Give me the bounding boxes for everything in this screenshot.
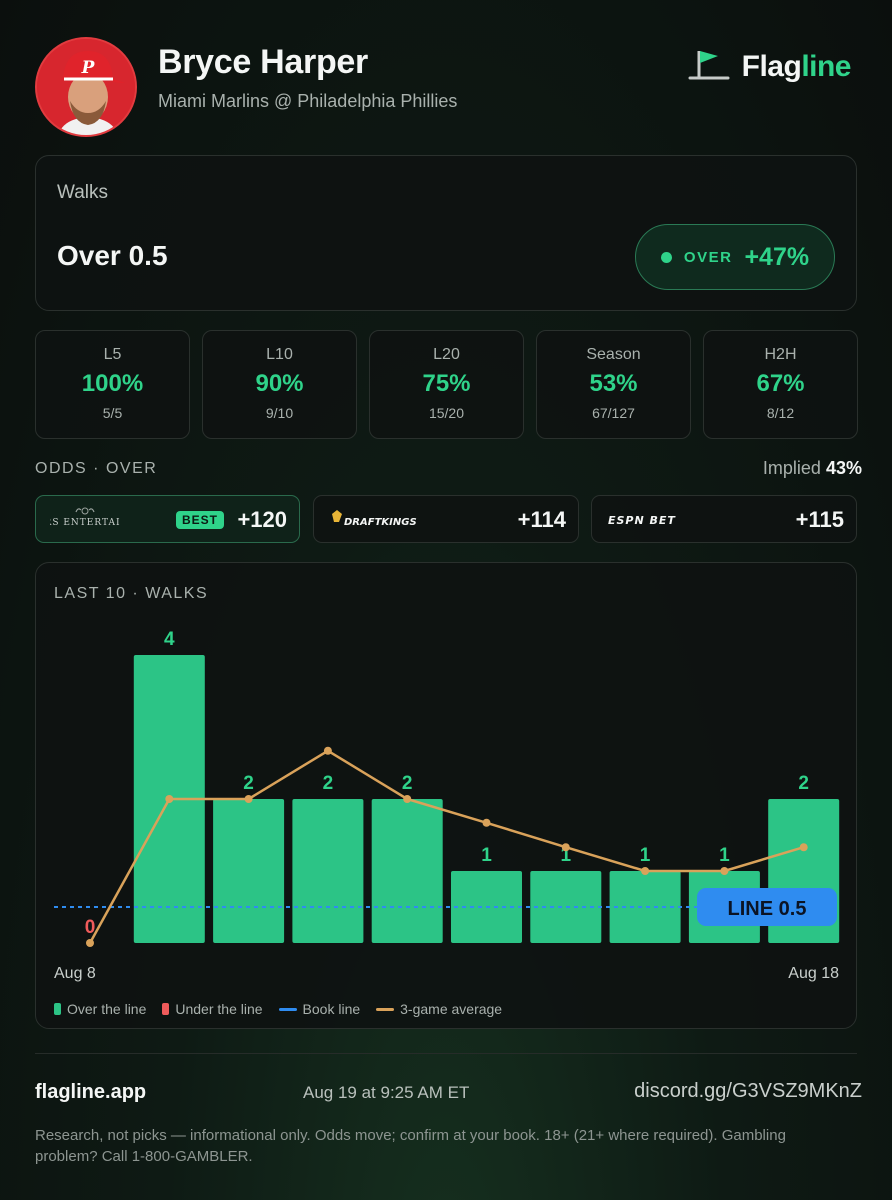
player-name: Bryce Harper	[158, 43, 368, 81]
avg-point-6	[561, 843, 570, 852]
bar-value-label-5: 1	[481, 845, 492, 866]
legend-under: Under the line	[162, 1001, 263, 1017]
implied-probability: Implied 43%	[762, 458, 862, 478]
bar-value-label-0: 0	[85, 917, 96, 938]
avg-line	[88, 749, 805, 944]
walks-chart: 0 4 2 2 2 1 1 1 1 2 LINE 0.5 Aug 8 Aug 18	[54, 629, 840, 982]
book-price: +115	[795, 507, 844, 532]
chart-card: LAST 10 · WALKS 0 4 2 2 2 1 1 1 1 2 LINE 0.5 Aug 8 A…	[35, 562, 857, 1029]
stat-label: L5	[103, 346, 122, 363]
bar-7	[609, 871, 681, 943]
avg-point-0	[86, 939, 94, 947]
prop-card: Walks Over 0.5 OVER +47%	[35, 155, 857, 311]
bar-value-label-8: 1	[719, 845, 730, 866]
bar-value-label-7: 1	[640, 845, 651, 866]
stat-tile-l10: L10 90% 9/10	[202, 330, 357, 439]
avg-point-9	[799, 843, 808, 852]
line-badge-label: LINE 0.5	[728, 898, 807, 920]
avg-point-8	[720, 867, 729, 875]
svg-text:P: P	[81, 58, 96, 78]
brand-logo[interactable]: Flagline	[688, 45, 851, 88]
stat-pct: 100%	[81, 370, 144, 397]
best-badge: BEST	[175, 511, 224, 529]
book-caesars[interactable]: CAESARS ENTERTAINMENT BEST +120	[35, 495, 300, 543]
line-badge	[697, 888, 837, 926]
x-label-start: Aug 8	[54, 965, 96, 982]
book-espnbet[interactable]: ESPN BET +115	[591, 495, 857, 543]
odds-title: ODDS · OVER	[35, 460, 158, 477]
edge-label: OVER	[683, 248, 733, 266]
legend-over: Over the line	[54, 1001, 146, 1017]
avg-point-5	[482, 818, 491, 827]
footer-discord-link[interactable]: discord.gg/G3VSZ9MKnZ	[634, 1080, 862, 1102]
avg-point-2	[244, 795, 253, 803]
bar-value-label-2: 2	[243, 773, 254, 794]
book-price: +114	[517, 507, 566, 532]
stat-tile-l20: L20 75% 15/20	[369, 330, 524, 439]
avg-point-7	[641, 867, 650, 875]
footer-divider	[35, 1053, 857, 1054]
header: P Bryce Harper Miami Marlins @ Philadelp…	[35, 37, 857, 137]
stat-tile-h2h: H2H 67% 8/12	[703, 330, 858, 439]
book-draftkings[interactable]: DRAFTKINGS +114	[313, 495, 579, 543]
legend-over-swatch	[54, 1003, 61, 1015]
matchup-label: Miami Marlins @ Philadelphia Phillies	[158, 91, 458, 111]
draftkings-logo: DRAFTKINGS	[328, 504, 428, 536]
draftkings-wordmark: DRAFTKINGS	[344, 517, 417, 528]
stat-frac: 67/127	[592, 405, 635, 421]
avg-point-1	[165, 795, 174, 803]
espnbet-logo: ESPN BET	[606, 504, 706, 536]
edge-badge: OVER +47%	[635, 224, 835, 290]
bar-2	[213, 799, 285, 943]
bar-value-label-4: 2	[402, 773, 413, 794]
avg-point-3	[323, 746, 332, 755]
stat-frac: 8/12	[766, 405, 795, 421]
avg-point-4	[403, 795, 412, 803]
stat-label: Season	[586, 346, 641, 363]
stat-tile-l5: L5 100% 5/5	[35, 330, 190, 439]
stat-frac: 9/10	[265, 405, 294, 421]
footer-site-link[interactable]: flagline.app	[35, 1081, 147, 1103]
espnbet-wordmark: ESPN BET	[608, 514, 676, 527]
legend-avg: 3-game average	[376, 1001, 502, 1017]
player-avatar: P	[35, 37, 137, 137]
caesars-logo: CAESARS ENTERTAINMENT	[50, 504, 120, 536]
legend-avg-swatch	[376, 1007, 395, 1011]
bar-value-label-6: 1	[561, 845, 572, 866]
stat-frac: 15/20	[428, 405, 465, 421]
bar-value-label-9: 2	[798, 773, 809, 794]
footer-timestamp: Aug 19 at 9:25 AM ET	[303, 1083, 470, 1102]
bar-6	[530, 871, 602, 943]
chart-legend: Over the line Under the line Book line 3…	[54, 1001, 502, 1017]
disclaimer: Research, not picks — informational only…	[35, 1127, 786, 1165]
brand-name: Flagline	[741, 49, 852, 83]
stat-label: L20	[433, 346, 460, 363]
legend-book-line: Book line	[278, 1001, 360, 1017]
x-label-end: Aug 18	[788, 965, 839, 982]
stat-pct: 75%	[422, 370, 471, 397]
bar-value-label-3: 2	[323, 773, 334, 794]
prop-line: Over 0.5	[57, 240, 168, 271]
caesars-wordmark: CAESARS ENTERTAINMENT	[50, 518, 120, 528]
stat-label: H2H	[764, 346, 797, 363]
bar-4	[371, 799, 443, 943]
chart-title: LAST 10 · WALKS	[54, 585, 209, 602]
stat-label: L10	[266, 346, 293, 363]
legend-book-swatch	[278, 1007, 297, 1011]
stat-pct: 67%	[756, 370, 805, 397]
edge-dot-icon	[660, 251, 672, 263]
edge-value: +47%	[744, 242, 810, 271]
stat-frac: 5/5	[102, 405, 123, 421]
stat-tile-season: Season 53% 67/127	[536, 330, 691, 439]
prop-market: Walks	[57, 182, 109, 203]
legend-under-swatch	[162, 1003, 170, 1015]
book-price: +120	[237, 507, 287, 532]
stat-pct: 90%	[255, 370, 304, 397]
bar-value-label-1: 4	[164, 629, 175, 650]
bar-3	[292, 799, 364, 943]
flag-icon	[688, 45, 730, 88]
stat-pct: 53%	[589, 370, 638, 397]
